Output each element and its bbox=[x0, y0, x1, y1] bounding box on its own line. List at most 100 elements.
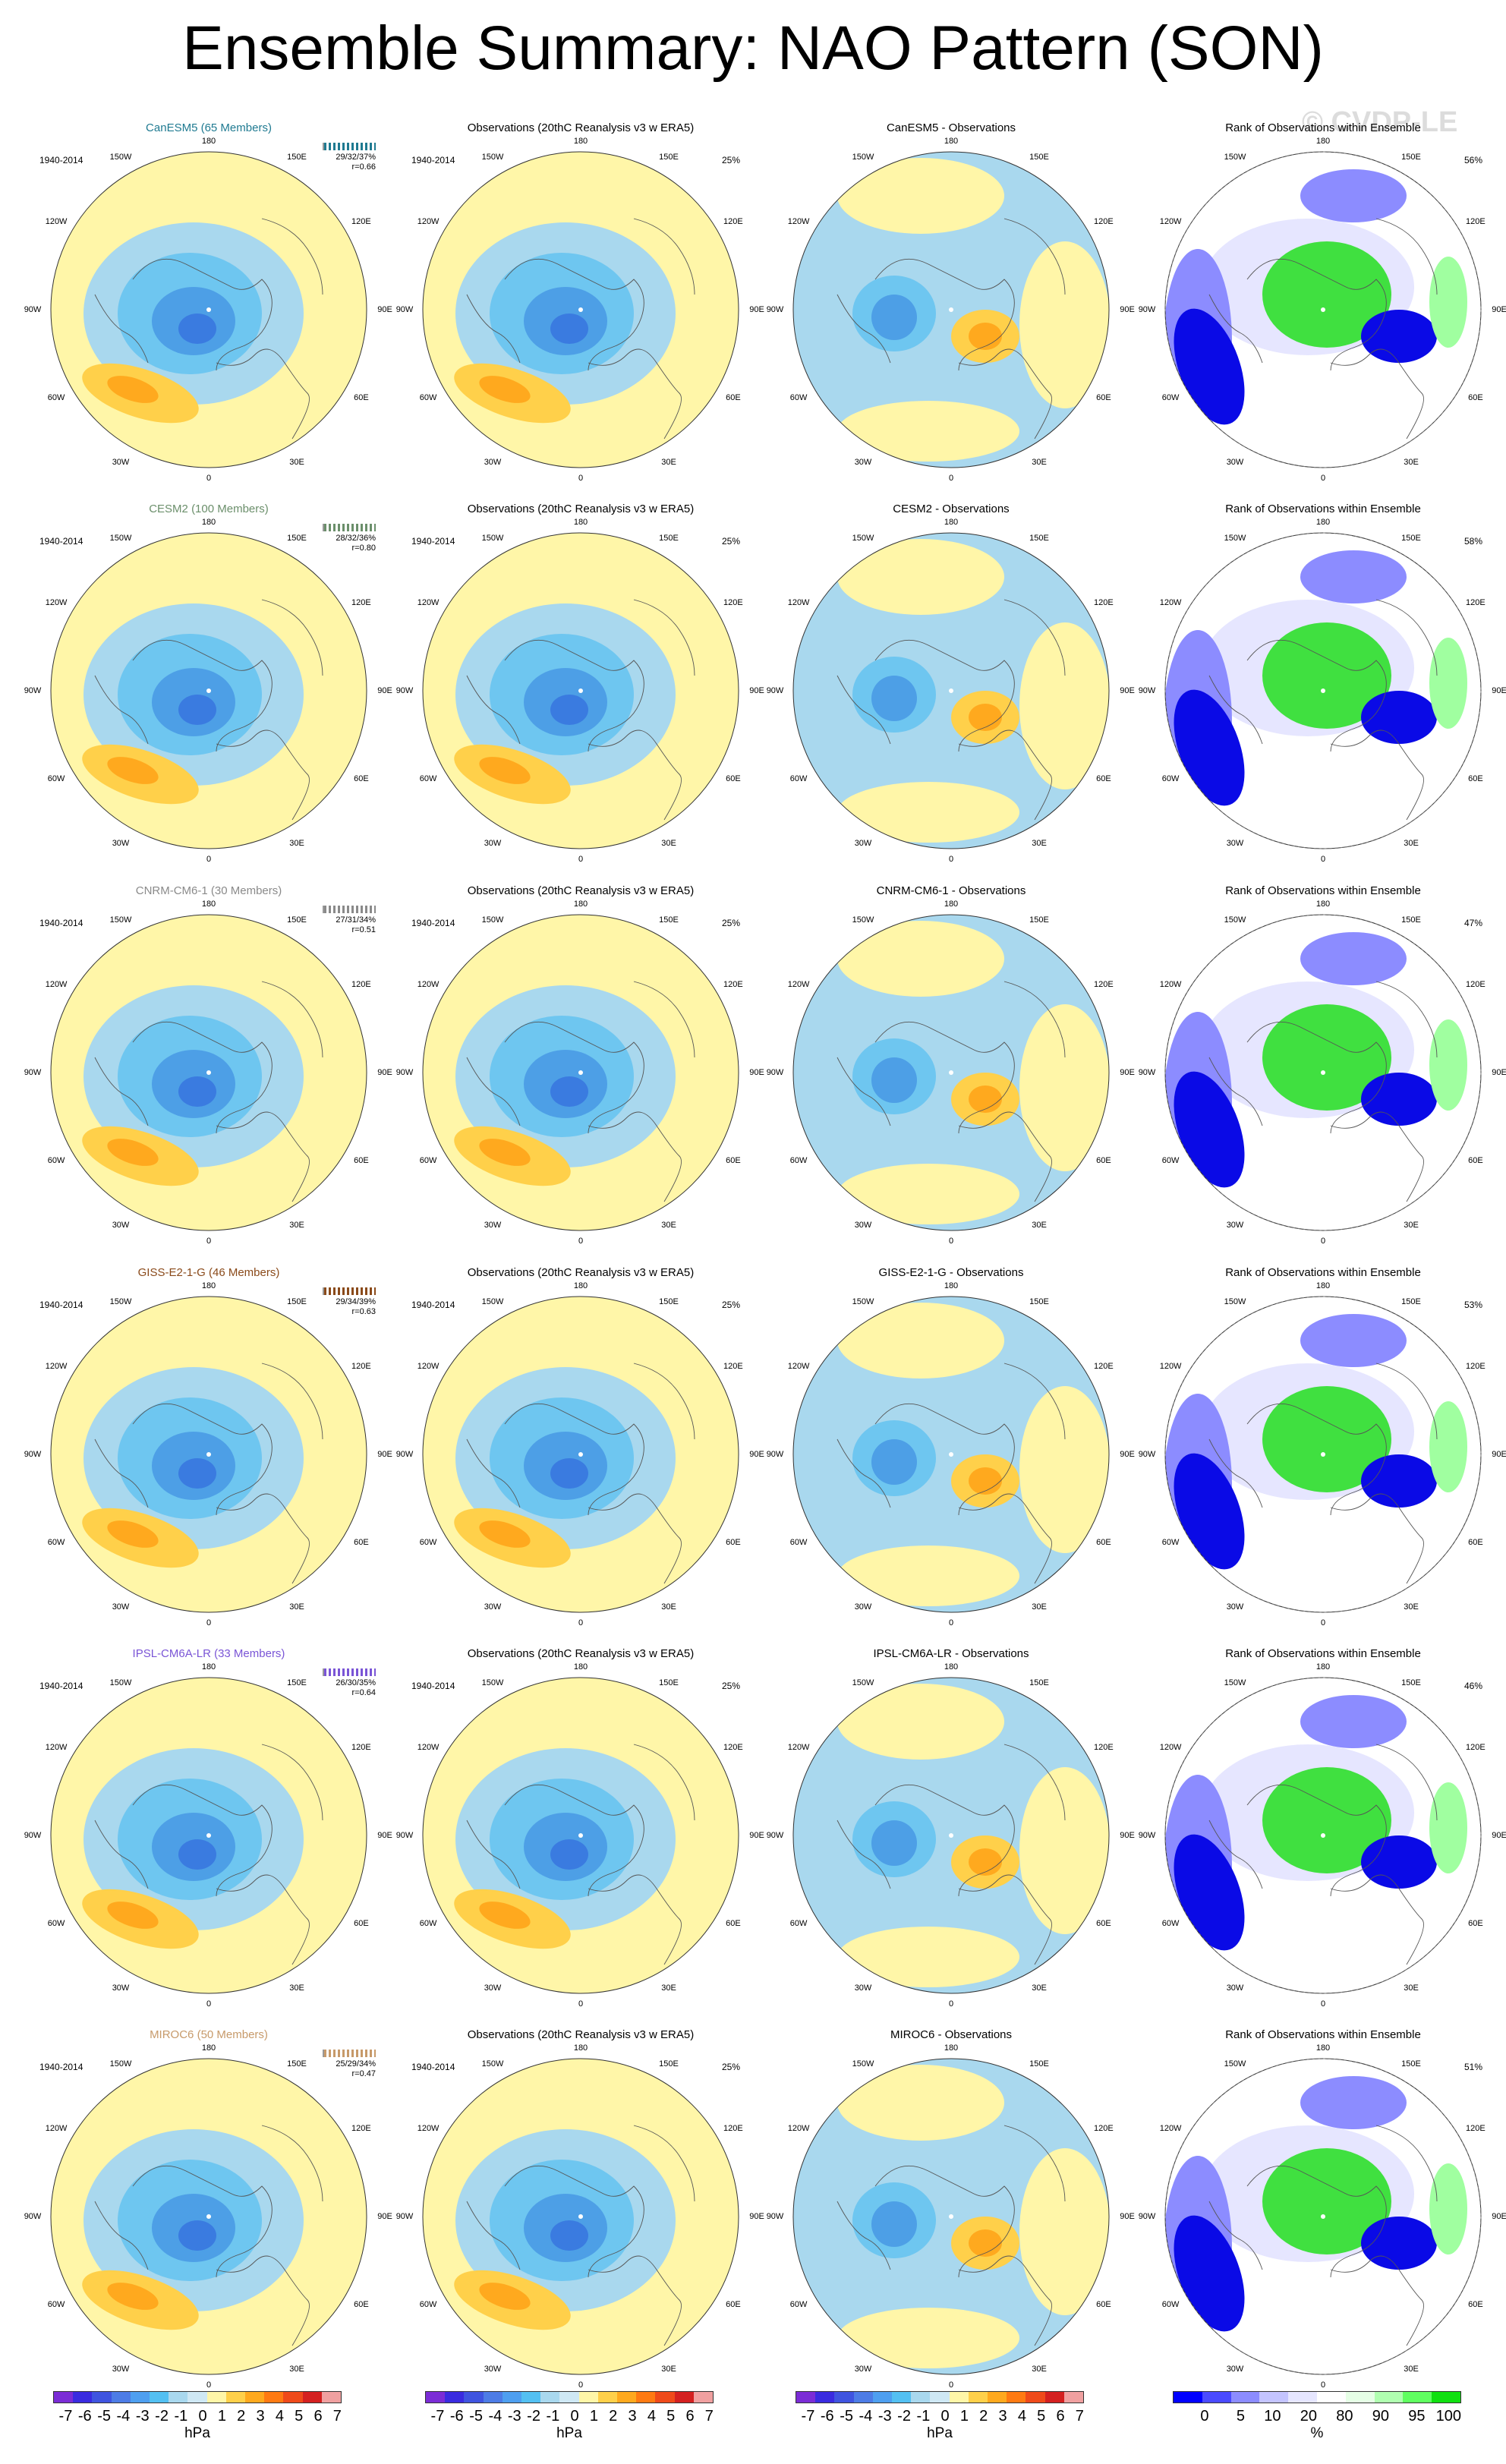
panel-obs-2: Observations (20thC Reanalysis v3 w ERA5… bbox=[396, 884, 764, 1264]
lon-label-nw: 150W bbox=[852, 1297, 874, 1307]
map-border bbox=[792, 1677, 1110, 1994]
lon-label-w: 90W bbox=[24, 1068, 42, 1077]
map-border bbox=[50, 1296, 367, 1613]
lon-label-s: 0 bbox=[948, 1999, 954, 2009]
lon-label-se: 30E bbox=[1032, 838, 1047, 848]
positive-region-3 bbox=[837, 782, 1019, 843]
positive-region-3 bbox=[837, 1546, 1019, 1606]
panel-title: CanESM5 (65 Members) bbox=[146, 121, 272, 134]
lon-label-ene: 120E bbox=[1094, 980, 1114, 989]
lon-label-w: 90W bbox=[24, 686, 42, 695]
lon-label-se: 30E bbox=[1404, 838, 1419, 848]
lon-label-s: 0 bbox=[206, 1237, 212, 1246]
colorbar-swatch bbox=[872, 2392, 893, 2403]
lon-label-wnw: 120W bbox=[417, 1743, 440, 1752]
colorbar-hpa-2: -7 -6 -5 -4 -3 -2 -1 0 1 2 3 4 5 6 7 hPa bbox=[425, 2391, 714, 2444]
lon-label-e: 90E bbox=[377, 1450, 392, 1459]
positive-region bbox=[837, 1303, 1004, 1379]
lon-label-e: 90E bbox=[377, 1068, 392, 1077]
colorbar-tick: 5 bbox=[666, 2408, 676, 2425]
lon-label-n: 180 bbox=[944, 1662, 959, 1672]
lon-label-n: 180 bbox=[1315, 2043, 1331, 2053]
lon-label-wsw: 60W bbox=[47, 1156, 65, 1165]
lon-label-nw: 150W bbox=[852, 534, 874, 544]
coastline-asia bbox=[261, 981, 323, 1058]
lon-label-e: 90E bbox=[1492, 2212, 1506, 2221]
colorbar-swatch bbox=[968, 2392, 988, 2403]
polar-map bbox=[1164, 1677, 1482, 1994]
lon-label-ne: 150E bbox=[1401, 915, 1421, 925]
lon-label-e: 90E bbox=[1120, 1831, 1135, 1840]
colorbar-swatch bbox=[655, 2392, 675, 2403]
colorbar-swatch bbox=[1044, 2392, 1064, 2403]
coastline-america bbox=[466, 1057, 521, 1126]
lon-label-sw: 30W bbox=[484, 1602, 502, 1612]
lon-label-ese: 60E bbox=[1468, 2300, 1483, 2309]
lon-label-sw: 30W bbox=[1226, 1220, 1244, 1230]
lon-label-n: 180 bbox=[201, 2043, 216, 2053]
variance-percent: 25% bbox=[721, 918, 740, 928]
map-border bbox=[50, 914, 367, 1231]
coastline-america bbox=[836, 1057, 891, 1126]
lon-label-n: 180 bbox=[201, 900, 216, 909]
lon-label-n: 180 bbox=[944, 2043, 959, 2053]
lon-label-ese: 60E bbox=[1468, 393, 1483, 402]
coastline-europe bbox=[588, 1111, 682, 1202]
lon-label-s: 0 bbox=[1320, 1618, 1326, 1627]
positive-core bbox=[479, 376, 531, 403]
lon-label-ene: 120E bbox=[1466, 598, 1486, 607]
lon-label-wsw: 60W bbox=[47, 1538, 65, 1547]
coastline-europe bbox=[216, 1874, 310, 1965]
lon-label-s: 0 bbox=[578, 1237, 584, 1246]
lon-label-ne: 150E bbox=[1401, 1297, 1421, 1307]
lon-label-s: 0 bbox=[206, 1999, 212, 2009]
period-label: 1940-2014 bbox=[39, 536, 83, 547]
coastlines bbox=[466, 599, 695, 821]
ensemble-stats: 25/29/34% r=0.47 bbox=[323, 2050, 376, 2079]
lon-label-wsw: 60W bbox=[789, 2300, 808, 2309]
lon-label-nw: 150W bbox=[1224, 534, 1246, 544]
colorbar-tick: -4 bbox=[116, 2408, 131, 2425]
lon-label-e: 90E bbox=[1120, 686, 1135, 695]
positive-region bbox=[837, 539, 1004, 615]
lon-label-w: 90W bbox=[24, 305, 42, 314]
colorbar-tick: 5 bbox=[295, 2408, 304, 2425]
stats-percent: 28/32/36% bbox=[336, 534, 376, 543]
lon-label-ne: 150E bbox=[1401, 1678, 1421, 1688]
coastlines bbox=[466, 2125, 695, 2346]
colorbar-tick: 4 bbox=[275, 2408, 284, 2425]
period-label: 1940-2014 bbox=[411, 536, 455, 547]
lon-label-ese: 60E bbox=[1468, 1156, 1483, 1165]
colorbar-ticks: -7 -6 -5 -4 -3 -2 -1 0 1 2 3 4 5 6 7 bbox=[796, 2408, 1084, 2425]
polar-map bbox=[792, 1677, 1110, 1994]
rank-mid-blue-region-2 bbox=[1300, 932, 1407, 985]
coastline-europe bbox=[958, 1874, 1052, 1965]
lon-label-nw: 150W bbox=[109, 2059, 132, 2069]
rank-green-region bbox=[1262, 622, 1391, 729]
map-border-dashed bbox=[1164, 1296, 1482, 1613]
colorbar-swatch bbox=[1174, 2392, 1202, 2403]
panel-title: IPSL-CM6A-LR - Observations bbox=[873, 1647, 1029, 1660]
polar-map bbox=[792, 914, 1110, 1231]
lon-label-w: 90W bbox=[1138, 1068, 1156, 1077]
rank-green-region bbox=[1262, 1386, 1391, 1492]
lon-label-se: 30E bbox=[289, 2364, 304, 2374]
pole-marker bbox=[949, 1452, 953, 1457]
colorbar-units: hPa bbox=[184, 2425, 210, 2441]
lon-label-ene: 120E bbox=[351, 1362, 371, 1371]
lon-label-w: 90W bbox=[1138, 1831, 1156, 1840]
member-spread-bar bbox=[323, 906, 376, 913]
polar-map bbox=[1164, 151, 1482, 468]
pole-marker bbox=[206, 1452, 211, 1457]
lon-label-wsw: 60W bbox=[419, 393, 437, 402]
coastline-asia bbox=[1375, 599, 1438, 676]
lon-label-nw: 150W bbox=[852, 1678, 874, 1688]
rank-dark-blue-region-2 bbox=[1361, 2217, 1437, 2270]
coastlines bbox=[836, 218, 1066, 440]
positive-core bbox=[107, 1520, 159, 1548]
coastlines bbox=[836, 1744, 1066, 1965]
lon-label-sw: 30W bbox=[854, 1602, 872, 1612]
map-border bbox=[792, 914, 1110, 1231]
rank-green-region bbox=[1262, 1767, 1391, 1873]
period-label: 1940-2014 bbox=[39, 2062, 83, 2072]
